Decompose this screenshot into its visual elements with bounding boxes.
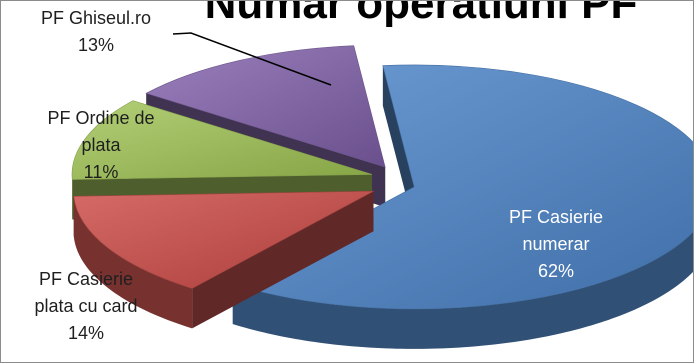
label-value: 14% <box>67 323 105 343</box>
label-ordine-de-plata: PF Ordine de plata 11% <box>21 105 181 186</box>
pie-slice-side <box>382 65 415 227</box>
chart-title: Numar operatiuni PF <box>204 0 638 28</box>
label-casierie-card: PF Casierie plata cu card 14% <box>6 266 166 347</box>
pie-slice-top <box>145 45 386 168</box>
label-value: 62% <box>537 261 575 281</box>
label-name-line: plata <box>81 135 121 155</box>
pie-slice-edge <box>73 196 193 329</box>
label-name-line: PF Casierie <box>508 207 604 227</box>
label-name-line: PF Casierie <box>38 269 134 289</box>
pie-slice-casierie-card <box>73 190 374 329</box>
label-name-line: numerar <box>522 234 590 254</box>
label-name-line: PF Ghiseul.ro <box>40 8 152 28</box>
pie-slice-top <box>73 190 374 289</box>
label-value: 11% <box>83 162 119 182</box>
label-leader-line <box>172 32 332 86</box>
label-value: 13% <box>77 35 115 55</box>
label-casierie-numerar: PF Casierie numerar 62% <box>471 204 641 285</box>
label-ghiseul-ro: PF Ghiseul.ro 13% <box>21 5 171 59</box>
pie-slice-top <box>232 64 693 310</box>
pie-slice-edge <box>232 231 693 349</box>
label-name-line: plata cu card <box>34 296 138 316</box>
pie-slice-top <box>71 100 373 180</box>
label-name-line: PF Ordine de <box>47 108 155 128</box>
